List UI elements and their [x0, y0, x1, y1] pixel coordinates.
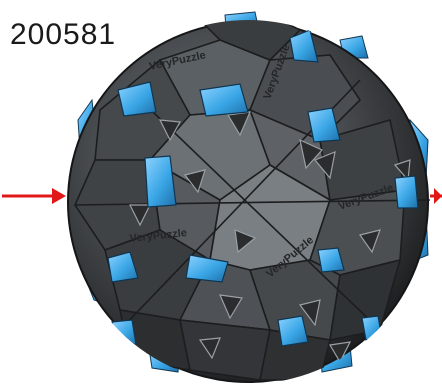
- logo-text: VeryPuzzle: [129, 227, 187, 245]
- right-arrow-icon: [430, 188, 442, 204]
- socket-details: [129, 111, 411, 364]
- puzzle-id-label: 200581: [10, 18, 117, 51]
- left-arrow-icon: [2, 188, 66, 204]
